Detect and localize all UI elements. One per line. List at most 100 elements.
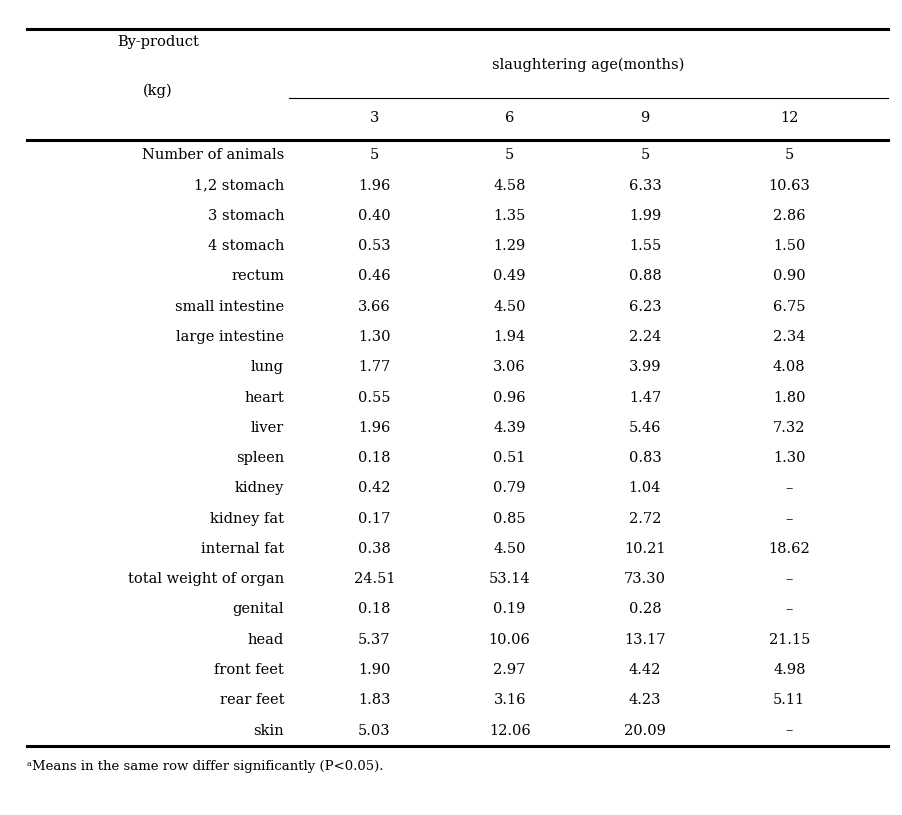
Text: 4.50: 4.50 bbox=[493, 300, 526, 314]
Text: 1.77: 1.77 bbox=[358, 360, 391, 374]
Text: 0.51: 0.51 bbox=[493, 451, 526, 465]
Text: front feet: front feet bbox=[215, 663, 284, 677]
Text: 2.86: 2.86 bbox=[773, 209, 805, 222]
Text: Number of animals: Number of animals bbox=[142, 148, 284, 162]
Text: rear feet: rear feet bbox=[219, 694, 284, 707]
Text: 5.11: 5.11 bbox=[773, 694, 805, 707]
Text: 5.37: 5.37 bbox=[358, 632, 391, 647]
Text: 5.03: 5.03 bbox=[358, 724, 391, 738]
Text: (kg): (kg) bbox=[143, 83, 172, 98]
Text: 0.17: 0.17 bbox=[358, 512, 391, 526]
Text: –: – bbox=[786, 572, 793, 586]
Text: 5.46: 5.46 bbox=[629, 421, 661, 435]
Text: 5: 5 bbox=[505, 148, 514, 162]
Text: kidney fat: kidney fat bbox=[210, 512, 284, 526]
Text: kidney: kidney bbox=[235, 482, 284, 496]
Text: rectum: rectum bbox=[231, 270, 284, 284]
Text: ᵃMeans in the same row differ significantly (P<0.05).: ᵃMeans in the same row differ significan… bbox=[27, 760, 383, 773]
Text: 3.06: 3.06 bbox=[493, 360, 526, 374]
Text: 4 stomach: 4 stomach bbox=[207, 239, 284, 253]
Text: 5: 5 bbox=[370, 148, 379, 162]
Text: 1.90: 1.90 bbox=[358, 663, 391, 677]
Text: 7.32: 7.32 bbox=[773, 421, 805, 435]
Text: 12: 12 bbox=[780, 111, 798, 126]
Text: 3: 3 bbox=[370, 111, 379, 126]
Text: spleen: spleen bbox=[236, 451, 284, 465]
Text: –: – bbox=[786, 602, 793, 616]
Text: 24.51: 24.51 bbox=[354, 572, 395, 586]
Text: 0.55: 0.55 bbox=[358, 390, 391, 404]
Text: 1.83: 1.83 bbox=[358, 694, 391, 707]
Text: 53.14: 53.14 bbox=[489, 572, 530, 586]
Text: genital: genital bbox=[233, 602, 284, 616]
Text: 73.30: 73.30 bbox=[624, 572, 666, 586]
Text: 0.46: 0.46 bbox=[358, 270, 391, 284]
Text: 0.28: 0.28 bbox=[629, 602, 661, 616]
Text: 4.08: 4.08 bbox=[773, 360, 805, 374]
Text: liver: liver bbox=[251, 421, 284, 435]
Text: 18.62: 18.62 bbox=[769, 542, 810, 556]
Text: 0.88: 0.88 bbox=[629, 270, 661, 284]
Text: internal fat: internal fat bbox=[201, 542, 284, 556]
Text: total weight of organ: total weight of organ bbox=[128, 572, 284, 586]
Text: lung: lung bbox=[251, 360, 284, 374]
Text: 6.75: 6.75 bbox=[773, 300, 805, 314]
Text: 1.35: 1.35 bbox=[493, 209, 526, 222]
Text: 1.04: 1.04 bbox=[629, 482, 661, 496]
Text: 4.50: 4.50 bbox=[493, 542, 526, 556]
Text: 10.06: 10.06 bbox=[489, 632, 530, 647]
Text: –: – bbox=[786, 482, 793, 496]
Text: 4.23: 4.23 bbox=[629, 694, 661, 707]
Text: 5: 5 bbox=[785, 148, 794, 162]
Text: head: head bbox=[248, 632, 284, 647]
Text: 0.53: 0.53 bbox=[358, 239, 391, 253]
Text: 1.94: 1.94 bbox=[493, 330, 526, 344]
Text: By-product: By-product bbox=[117, 35, 198, 49]
Text: 1.30: 1.30 bbox=[358, 330, 391, 344]
Text: 0.18: 0.18 bbox=[358, 451, 391, 465]
Text: 2.72: 2.72 bbox=[629, 512, 661, 526]
Text: 2.97: 2.97 bbox=[493, 663, 526, 677]
Text: 1.55: 1.55 bbox=[629, 239, 661, 253]
Text: 0.38: 0.38 bbox=[358, 542, 391, 556]
Text: 1.29: 1.29 bbox=[493, 239, 526, 253]
Text: 10.21: 10.21 bbox=[624, 542, 666, 556]
Text: 0.96: 0.96 bbox=[493, 390, 526, 404]
Text: slaughtering age(months): slaughtering age(months) bbox=[492, 58, 685, 73]
Text: 1,2 stomach: 1,2 stomach bbox=[194, 178, 284, 192]
Text: 9: 9 bbox=[640, 111, 649, 126]
Text: large intestine: large intestine bbox=[176, 330, 284, 344]
Text: small intestine: small intestine bbox=[175, 300, 284, 314]
Text: 2.24: 2.24 bbox=[629, 330, 661, 344]
Text: skin: skin bbox=[253, 724, 284, 738]
Text: heart: heart bbox=[244, 390, 284, 404]
Text: 3.99: 3.99 bbox=[629, 360, 661, 374]
Text: 3.66: 3.66 bbox=[358, 300, 391, 314]
Text: 0.19: 0.19 bbox=[493, 602, 526, 616]
Text: 6.23: 6.23 bbox=[629, 300, 661, 314]
Text: 0.83: 0.83 bbox=[629, 451, 661, 465]
Text: 1.96: 1.96 bbox=[358, 421, 391, 435]
Text: 3.16: 3.16 bbox=[493, 694, 526, 707]
Text: 1.99: 1.99 bbox=[629, 209, 661, 222]
Text: 21.15: 21.15 bbox=[769, 632, 810, 647]
Text: 4.42: 4.42 bbox=[629, 663, 661, 677]
Text: 0.79: 0.79 bbox=[493, 482, 526, 496]
Text: 0.49: 0.49 bbox=[493, 270, 526, 284]
Text: 6.33: 6.33 bbox=[629, 178, 661, 192]
Text: 1.80: 1.80 bbox=[773, 390, 805, 404]
Text: 1.96: 1.96 bbox=[358, 178, 391, 192]
Text: 10.63: 10.63 bbox=[769, 178, 810, 192]
Text: 12.06: 12.06 bbox=[489, 724, 530, 738]
Text: 0.85: 0.85 bbox=[493, 512, 526, 526]
Text: 6: 6 bbox=[505, 111, 514, 126]
Text: –: – bbox=[786, 512, 793, 526]
Text: –: – bbox=[786, 724, 793, 738]
Text: 4.58: 4.58 bbox=[493, 178, 526, 192]
Text: 3 stomach: 3 stomach bbox=[207, 209, 284, 222]
Text: 1.30: 1.30 bbox=[773, 451, 805, 465]
Text: 0.40: 0.40 bbox=[358, 209, 391, 222]
Text: 13.17: 13.17 bbox=[624, 632, 666, 647]
Text: 1.50: 1.50 bbox=[773, 239, 805, 253]
Text: 1.47: 1.47 bbox=[629, 390, 661, 404]
